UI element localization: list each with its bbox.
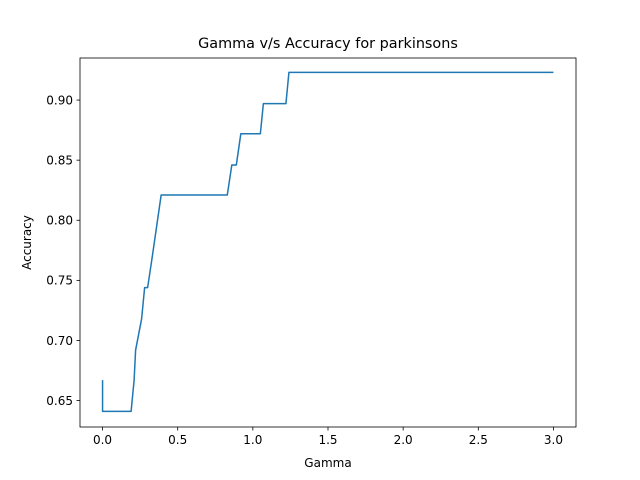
y-axis-ticks: 0.65 0.70 0.75 0.80 0.85 0.90 [46, 93, 80, 408]
x-tick-label: 1.0 [243, 433, 262, 447]
x-tick-label: 0.0 [93, 433, 112, 447]
chart-title: Gamma v/s Accuracy for parkinsons [198, 36, 458, 52]
x-tick-label: 1.5 [318, 433, 337, 447]
x-axis-title: Gamma [304, 456, 351, 470]
y-tick-label: 0.80 [46, 214, 73, 228]
x-tick-label: 3.0 [544, 433, 563, 447]
y-axis-title: Accuracy [20, 215, 34, 270]
accuracy-series-line [101, 71, 554, 413]
y-tick-label: 0.90 [46, 93, 73, 107]
y-tick-label: 0.65 [46, 394, 73, 408]
y-tick-label: 0.85 [46, 153, 73, 167]
y-tick-label: 0.75 [46, 274, 73, 288]
x-axis-ticks: 0.0 0.5 1.0 1.5 2.0 2.5 3.0 [93, 427, 563, 447]
x-tick-label: 2.0 [394, 433, 413, 447]
y-tick-label: 0.70 [46, 334, 73, 348]
x-tick-label: 0.5 [168, 433, 187, 447]
x-tick-label: 2.5 [469, 433, 488, 447]
plot-area [101, 71, 554, 413]
